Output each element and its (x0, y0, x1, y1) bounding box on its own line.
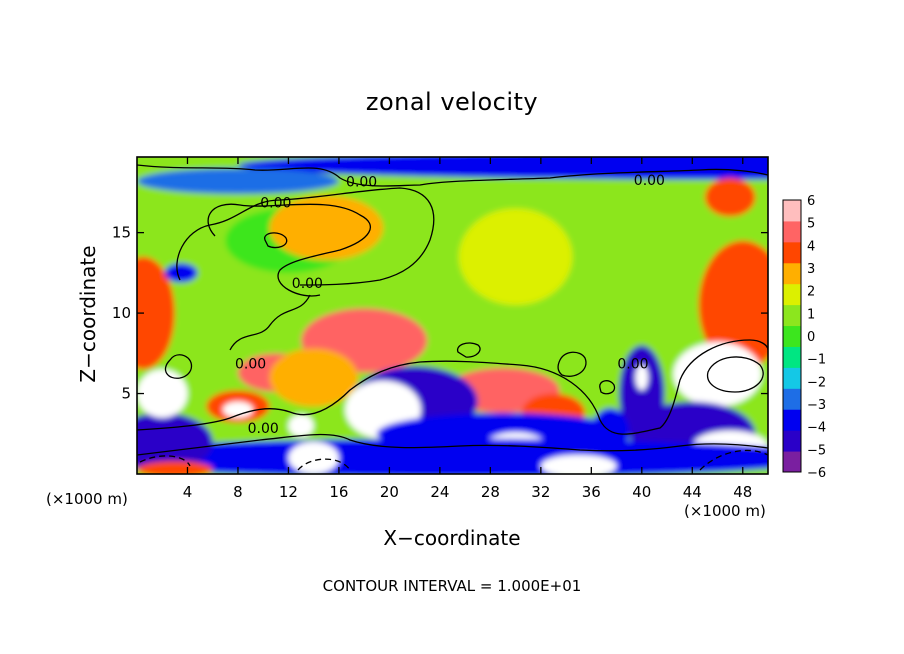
colorbar-swatch (783, 451, 801, 473)
colorbar-swatch (783, 262, 801, 285)
contour-loop-center (456, 342, 481, 358)
contour-loop-right (557, 351, 587, 377)
colorbar-label: −4 (807, 421, 826, 436)
x-tick-label: 40 (632, 483, 651, 501)
contour-dashed-bottom-left (139, 455, 191, 467)
field-blob (137, 256, 175, 370)
colorbar-swatch (783, 304, 801, 327)
field-blob (222, 401, 254, 418)
contour-loop-vortex-right (706, 356, 764, 393)
z-axis-ticks: 5 10 15 (112, 224, 768, 403)
contour-loop-left (164, 354, 193, 379)
field-blob (137, 412, 213, 471)
x-tick-label: 4 (183, 483, 193, 501)
contour-line-middle (137, 339, 768, 435)
z-tick-label: 10 (112, 304, 131, 322)
contour-line-lower (137, 433, 768, 456)
field-blob (288, 441, 339, 474)
field-blob (635, 364, 649, 391)
colorbar-swatch (783, 200, 801, 222)
zero-contours (137, 164, 768, 471)
colorbar-label: 3 (807, 262, 815, 277)
contour-dashed-bottom-mid (297, 458, 351, 471)
contour-loop-right-small (599, 380, 616, 395)
x-tick-label: 32 (531, 483, 550, 501)
x-tick-label: 12 (279, 483, 298, 501)
x-tick-label: 20 (380, 483, 399, 501)
contour-line-upper-left (207, 203, 372, 297)
contour-line-top (137, 164, 768, 187)
colorbar-label: −5 (807, 443, 826, 458)
contour-line-upper (176, 187, 435, 286)
colorbar-label: 0 (807, 330, 815, 345)
colorbar-swatch (783, 283, 801, 306)
x-tick-label: 16 (329, 483, 348, 501)
field-blob (238, 157, 768, 180)
z-tick-label: 5 (121, 385, 131, 403)
contour-interval-note: CONTOUR INTERVAL = 1.000E+01 (322, 577, 582, 595)
colorbar-label: −2 (807, 375, 826, 390)
colorbar-swatch (783, 346, 801, 368)
contour-label: 0.00 (260, 196, 291, 212)
colorbar-label: 5 (807, 217, 815, 232)
x-tick-label: 8 (233, 483, 243, 501)
colorbar-label: −3 (807, 398, 826, 413)
colorbar-swatch (783, 241, 801, 264)
colorbar-label: −6 (807, 466, 826, 481)
x-tick-label: 44 (683, 483, 702, 501)
contour-label: 0.00 (235, 357, 266, 373)
colorbar-label: −1 (807, 353, 826, 368)
colorbar-swatch (783, 220, 801, 243)
colorbar-label: 4 (807, 239, 815, 254)
contour-label: 0.00 (634, 173, 665, 189)
z-axis-label: Z−coordinate (76, 245, 100, 383)
colorbar: 6 5 4 3 2 1 0 −1 −2 −3 −4 −5 −6 (782, 194, 826, 481)
field-blob (164, 263, 198, 283)
colorbar-swatch (783, 388, 801, 410)
field-blob (458, 208, 573, 306)
colorbar-label: 1 (807, 307, 815, 322)
x-tick-label: 48 (733, 483, 752, 501)
contour-label: 0.00 (617, 357, 648, 373)
field-blob (137, 461, 213, 474)
x-tick-label: 24 (430, 483, 449, 501)
field-blob (540, 454, 617, 474)
colorbar-swatch (783, 367, 801, 389)
x-unit-label-right: (×1000 m) (684, 502, 766, 520)
contour-label: 0.00 (292, 276, 323, 292)
colorbar-frame (782, 199, 802, 473)
field-blob (137, 369, 188, 418)
contour-loop-upper-small (264, 232, 288, 249)
x-axis-ticks: 4 8 12 16 20 24 28 32 36 40 44 48 (183, 157, 752, 501)
contour-label: 0.00 (248, 421, 279, 437)
z-tick-label: 15 (112, 224, 131, 242)
x-unit-label-left: (×1000 m) (46, 490, 128, 508)
contour-labels: 0.00 0.00 0.00 0.00 0.00 0.00 0.00 (235, 173, 665, 437)
colorbar-label: 6 (807, 194, 815, 209)
colorbar-swatch (783, 325, 801, 347)
field-blob (698, 240, 768, 370)
chart-title: zonal velocity (365, 88, 539, 116)
velocity-field (137, 157, 768, 474)
contour-label: 0.00 (346, 175, 377, 191)
plot-frame (136, 156, 769, 475)
colorbar-swatch (783, 409, 801, 431)
x-tick-label: 28 (481, 483, 500, 501)
contour-line-mid-left (229, 294, 311, 351)
x-tick-label: 36 (582, 483, 601, 501)
field-blob (137, 168, 339, 195)
field-blob (673, 342, 762, 407)
field-blob (288, 414, 314, 437)
x-axis-label: X−coordinate (383, 526, 521, 550)
field-blob (704, 177, 756, 217)
colorbar-swatch (783, 430, 801, 452)
field-blob (269, 348, 358, 407)
colorbar-label: 2 (807, 285, 815, 300)
